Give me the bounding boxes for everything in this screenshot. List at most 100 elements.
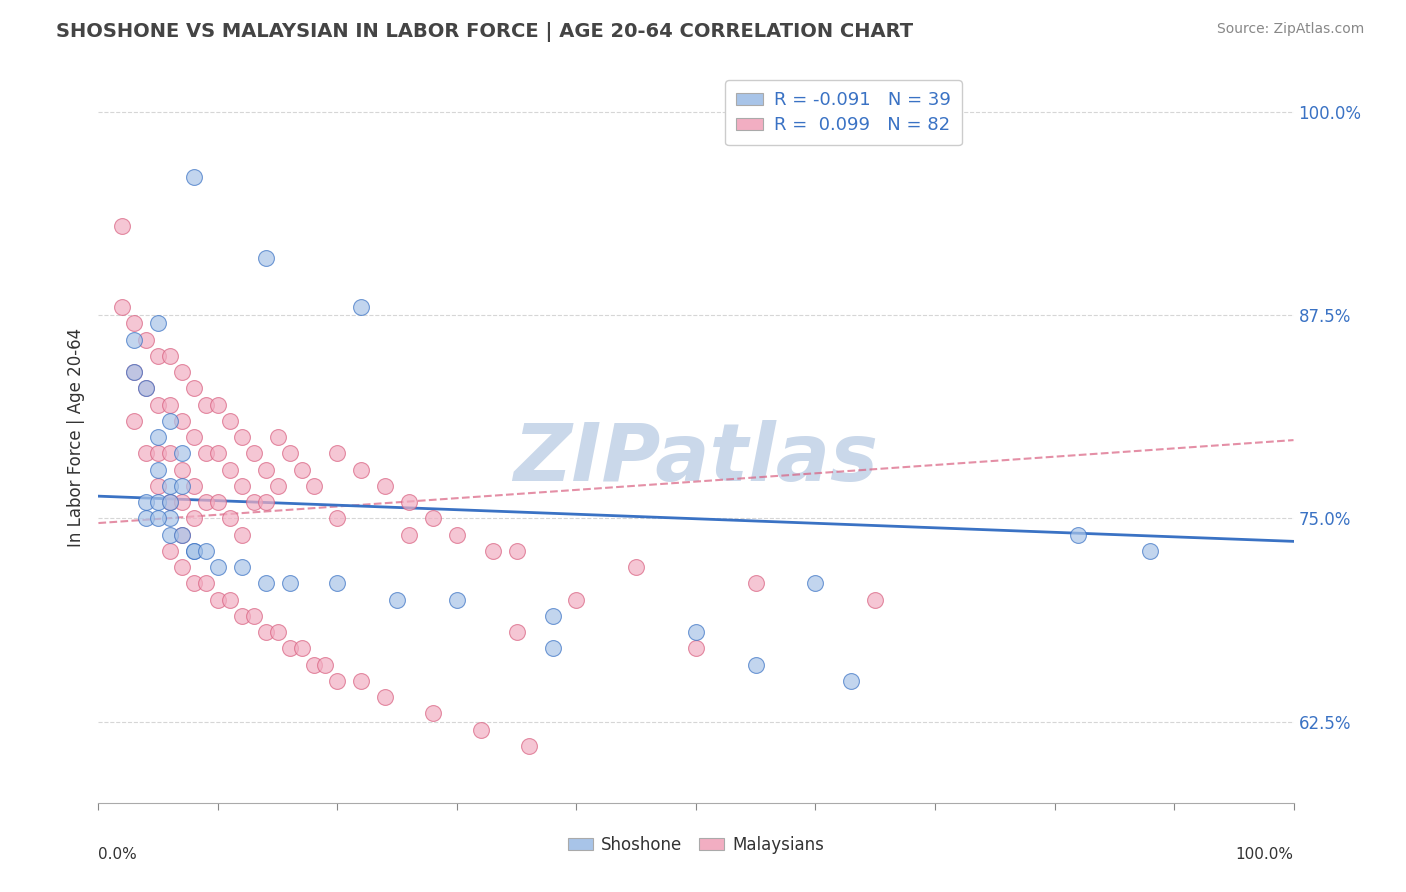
Point	[111, 219, 134, 233]
Point	[172, 527, 194, 541]
Point	[148, 316, 170, 330]
Point	[135, 495, 157, 509]
Y-axis label: In Labor Force | Age 20-64: In Labor Force | Age 20-64	[66, 327, 84, 547]
Point	[124, 365, 146, 379]
Point	[243, 495, 266, 509]
Point	[315, 657, 337, 672]
Point	[446, 592, 468, 607]
Point	[195, 495, 218, 509]
Point	[506, 544, 529, 558]
Point	[517, 739, 540, 753]
Point	[422, 511, 444, 525]
Point	[183, 544, 205, 558]
Point	[231, 430, 253, 444]
Point	[207, 495, 229, 509]
Point	[374, 479, 396, 493]
Point	[148, 430, 170, 444]
Point	[124, 365, 146, 379]
Point	[267, 479, 290, 493]
Point	[254, 495, 277, 509]
Point	[841, 673, 863, 688]
Point	[111, 300, 134, 314]
Point	[172, 414, 194, 428]
Point	[219, 462, 242, 476]
Point	[135, 381, 157, 395]
Point	[159, 446, 181, 460]
Point	[172, 446, 194, 460]
Point	[326, 673, 349, 688]
Point	[207, 592, 229, 607]
Point	[172, 527, 194, 541]
Point	[183, 544, 205, 558]
Point	[626, 560, 648, 574]
Point	[207, 398, 229, 412]
Point	[254, 252, 277, 266]
Point	[183, 511, 205, 525]
Point	[183, 430, 205, 444]
Point	[172, 495, 194, 509]
Point	[183, 169, 205, 184]
Point	[685, 625, 707, 640]
Point	[243, 446, 266, 460]
Text: ZIPatlas: ZIPatlas	[513, 420, 879, 498]
Point	[159, 511, 181, 525]
Point	[183, 576, 205, 591]
Point	[195, 398, 218, 412]
Point	[302, 657, 325, 672]
Point	[350, 462, 373, 476]
Point	[422, 706, 444, 721]
Point	[219, 414, 242, 428]
Point	[745, 576, 768, 591]
Point	[219, 511, 242, 525]
Point	[470, 723, 492, 737]
Point	[243, 608, 266, 623]
Point	[541, 641, 564, 656]
Point	[207, 446, 229, 460]
Point	[291, 462, 314, 476]
Point	[565, 592, 588, 607]
Point	[124, 414, 146, 428]
Point	[231, 608, 253, 623]
Point	[278, 576, 301, 591]
Text: SHOSHONE VS MALAYSIAN IN LABOR FORCE | AGE 20-64 CORRELATION CHART: SHOSHONE VS MALAYSIAN IN LABOR FORCE | A…	[56, 22, 914, 42]
Point	[159, 398, 181, 412]
Point	[135, 511, 157, 525]
Point	[195, 544, 218, 558]
Point	[291, 641, 314, 656]
Point	[159, 495, 181, 509]
Point	[135, 333, 157, 347]
Point	[195, 446, 218, 460]
Point	[172, 560, 194, 574]
Point	[195, 576, 218, 591]
Point	[148, 398, 170, 412]
Point	[385, 592, 409, 607]
Point	[267, 625, 290, 640]
Point	[541, 608, 564, 623]
Point	[148, 349, 170, 363]
Point	[326, 446, 349, 460]
Point	[172, 479, 194, 493]
Point	[350, 300, 373, 314]
Point	[124, 333, 146, 347]
Point	[398, 527, 420, 541]
Point	[159, 527, 181, 541]
Point	[745, 657, 768, 672]
Text: Source: ZipAtlas.com: Source: ZipAtlas.com	[1216, 22, 1364, 37]
Point	[183, 479, 205, 493]
Point	[159, 414, 181, 428]
Point	[148, 462, 170, 476]
Point	[374, 690, 396, 705]
Point	[231, 479, 253, 493]
Point	[1139, 544, 1161, 558]
Text: 100.0%: 100.0%	[1236, 847, 1294, 862]
Point	[506, 625, 529, 640]
Point	[231, 560, 253, 574]
Point	[148, 479, 170, 493]
Point	[148, 495, 170, 509]
Point	[302, 479, 325, 493]
Point	[135, 381, 157, 395]
Point	[398, 495, 420, 509]
Point	[135, 446, 157, 460]
Point	[254, 576, 277, 591]
Point	[254, 462, 277, 476]
